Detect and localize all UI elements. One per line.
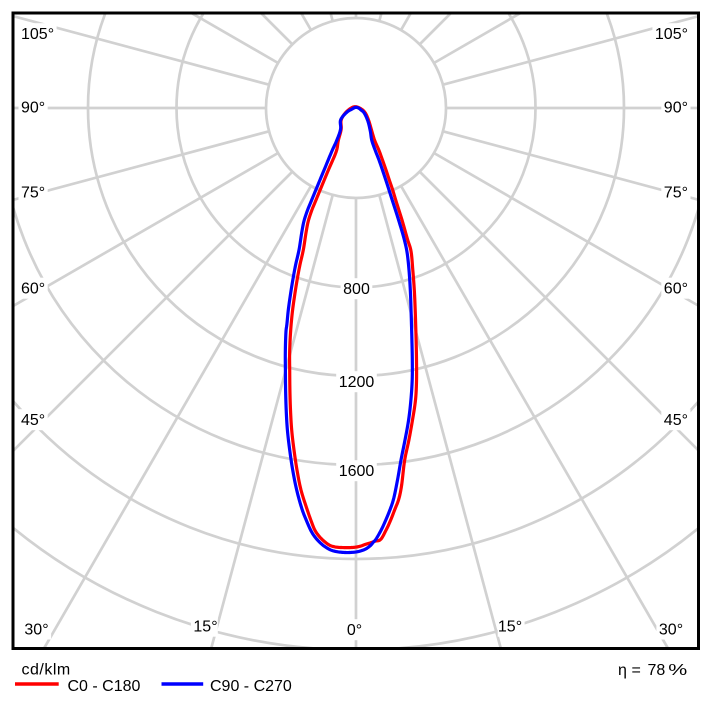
svg-text:%: %	[668, 662, 687, 679]
svg-text:60°: 60°	[664, 281, 688, 298]
svg-text:cd/klm: cd/klm	[22, 662, 71, 679]
svg-text:90°: 90°	[664, 100, 688, 117]
svg-text:15°: 15°	[498, 619, 522, 636]
svg-text:45°: 45°	[664, 412, 688, 429]
svg-text:78: 78	[648, 662, 666, 679]
svg-text:75°: 75°	[21, 185, 45, 202]
svg-text:1600: 1600	[339, 463, 375, 480]
svg-text:75°: 75°	[664, 185, 688, 202]
svg-text:800: 800	[343, 281, 370, 298]
svg-text:C90 - C270: C90 - C270	[210, 678, 292, 695]
svg-text:30°: 30°	[659, 621, 683, 638]
svg-text:60°: 60°	[21, 281, 45, 298]
svg-text:90°: 90°	[21, 100, 45, 117]
svg-text:45°: 45°	[21, 412, 45, 429]
svg-text:30°: 30°	[24, 621, 48, 638]
svg-text:η: η	[618, 662, 627, 679]
svg-text:105°: 105°	[21, 26, 54, 43]
svg-text:105°: 105°	[655, 26, 688, 43]
svg-text:1200: 1200	[339, 374, 375, 391]
svg-text:C0 - C180: C0 - C180	[68, 678, 141, 695]
svg-text:0°: 0°	[347, 622, 362, 639]
svg-text:=: =	[632, 662, 641, 679]
svg-text:15°: 15°	[193, 619, 217, 636]
